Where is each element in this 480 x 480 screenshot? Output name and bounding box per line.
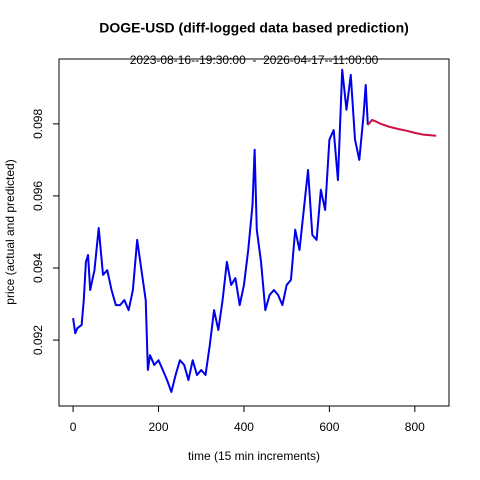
x-tick-label: 600 (319, 420, 339, 434)
chart-subtitle: 2023-08-16--19:30:00 - 2026-04-17--11:00… (130, 53, 379, 67)
x-tick-label: 400 (234, 420, 254, 434)
data-line (72, 68, 369, 393)
chart-title: DOGE-USD (diff-logged data based predict… (99, 20, 409, 36)
x-tick-label: 200 (149, 420, 169, 434)
y-tick-label: 0.092 (31, 325, 45, 355)
data-line (367, 118, 437, 137)
y-tick-label: 0.098 (31, 109, 45, 139)
x-tick-label: 800 (405, 420, 425, 434)
plot-frame (58, 58, 450, 407)
x-tick-label: 0 (70, 420, 77, 434)
x-axis-label: time (15 min increments) (188, 449, 320, 463)
y-tick-label: 0.094 (31, 253, 45, 283)
y-axis-label: price (actual and predicted) (3, 159, 17, 304)
y-tick-label: 0.096 (31, 181, 45, 211)
